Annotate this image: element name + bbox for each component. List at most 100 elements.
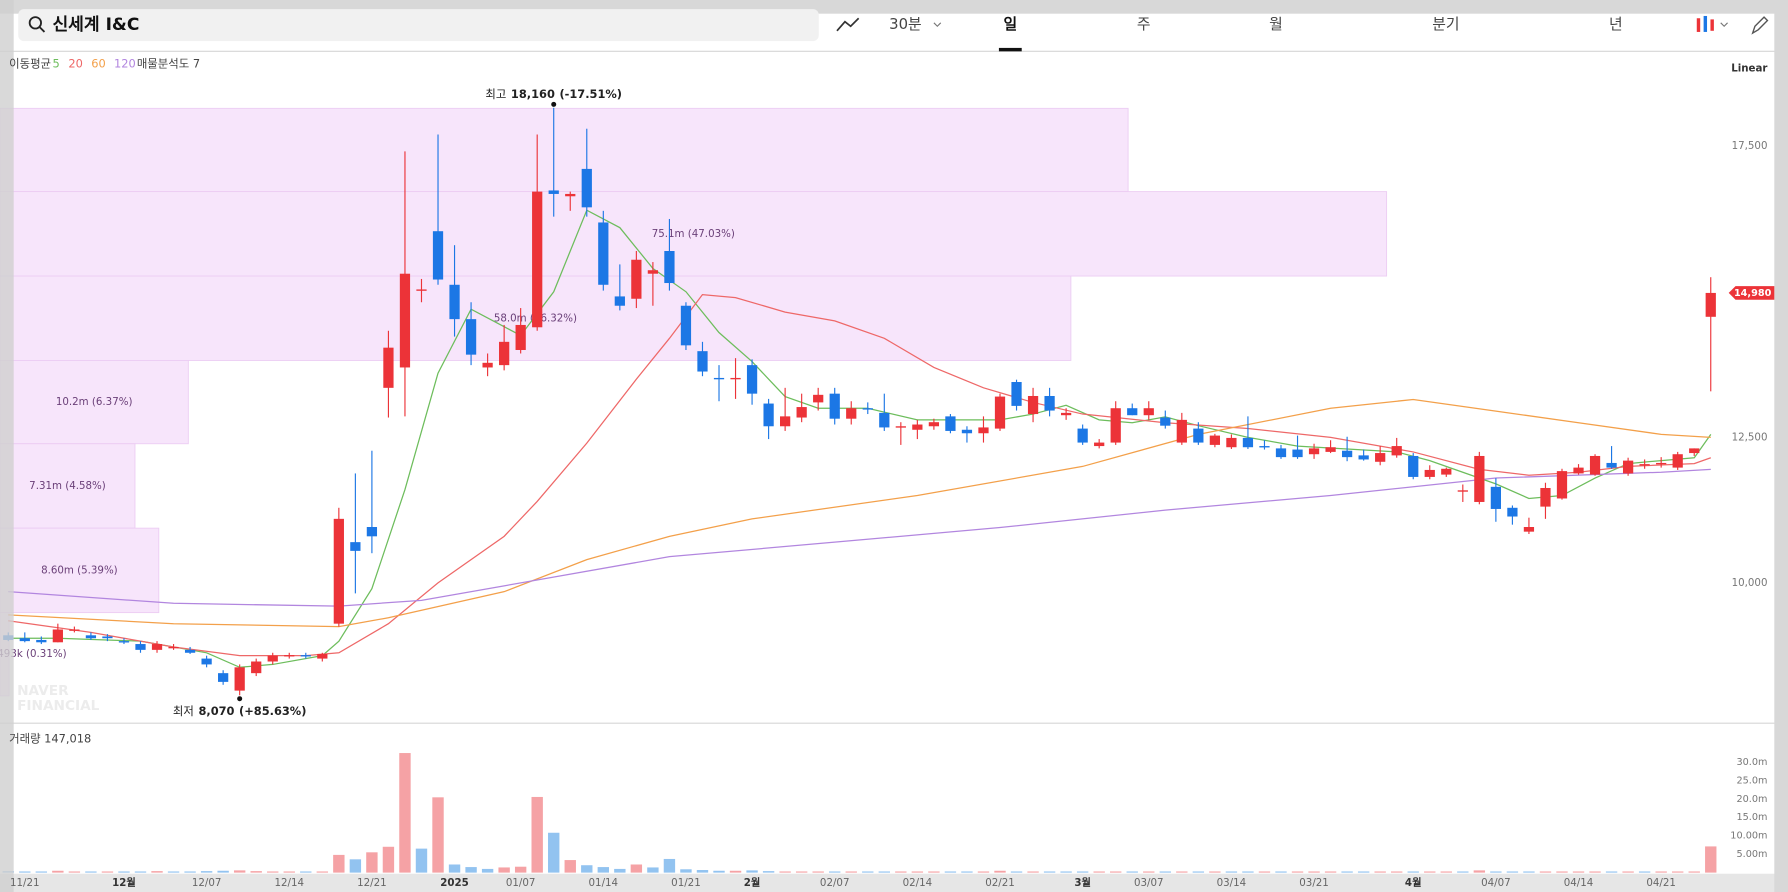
- volume-bar: [729, 870, 742, 873]
- dropdown-chevron[interactable]: [933, 22, 942, 28]
- volume-bar: [564, 860, 576, 873]
- period-tab[interactable]: 월: [1269, 16, 1283, 33]
- volume-bar: [448, 864, 461, 873]
- annotation-change: (+85.63%): [239, 704, 306, 718]
- legend-entry: 60: [91, 56, 105, 70]
- legend-entry: 120: [114, 56, 136, 70]
- candle-body: [499, 341, 510, 366]
- x-tick-label: 3월: [1074, 876, 1091, 889]
- scale-toggle[interactable]: Linear: [1731, 62, 1768, 74]
- indicator-icon[interactable]: [836, 17, 860, 32]
- volume-bar: [779, 871, 791, 873]
- candle-body: [19, 638, 30, 642]
- candle-body: [763, 403, 774, 427]
- volume-bar: [1622, 871, 1634, 873]
- x-tick-label: 01/21: [671, 877, 701, 889]
- volume-bar: [333, 854, 345, 873]
- candle-body: [664, 251, 675, 284]
- annotation-change: (-17.51%): [559, 87, 622, 101]
- period-tab[interactable]: 주: [1137, 16, 1151, 33]
- profile-band: [0, 107, 1129, 193]
- candle-body: [1523, 527, 1535, 532]
- candle-body: [961, 429, 973, 434]
- candle-body: [465, 319, 477, 355]
- volume-tick-label: 25.0m: [1736, 775, 1767, 786]
- candle-body: [251, 661, 262, 674]
- volume-tick-label: 5.00m: [1736, 849, 1767, 860]
- volume-bar: [1440, 871, 1452, 873]
- volume-bar: [1341, 871, 1353, 873]
- candle-body: [1226, 437, 1237, 448]
- profile-legend-label[interactable]: 매물분석도 7: [137, 56, 200, 70]
- candle-body: [1672, 454, 1683, 468]
- period-tab[interactable]: 년: [1609, 16, 1623, 33]
- profile-label: 493k (0.31%): [0, 648, 67, 660]
- extreme-dot: [237, 696, 243, 702]
- volume-bar: [647, 867, 659, 873]
- x-tick-label: 2025: [440, 877, 469, 889]
- candle-body: [862, 408, 873, 410]
- period-tab[interactable]: 분기: [1432, 16, 1459, 33]
- candle-body: [1094, 442, 1105, 447]
- volume-bar: [614, 868, 626, 873]
- volume-bar: [1043, 871, 1056, 873]
- annotation-kind: 최고: [485, 87, 506, 101]
- candle-body: [1209, 435, 1221, 445]
- candle-body: [813, 394, 824, 403]
- x-tick-label: 4월: [1405, 876, 1422, 889]
- volume-bar: [1258, 871, 1271, 873]
- volume-bar: [944, 871, 957, 873]
- volume-bar: [1374, 871, 1386, 873]
- profile-band: [0, 443, 136, 529]
- candle-body: [300, 655, 311, 657]
- volume-bar: [663, 858, 676, 873]
- legend-entry: 5: [52, 56, 59, 70]
- search-box[interactable]: [18, 9, 819, 42]
- profile-band: [0, 527, 160, 614]
- volume-bar: [217, 870, 229, 873]
- volume-bar: [928, 871, 940, 873]
- candle-body: [399, 273, 411, 368]
- candle-body: [416, 289, 427, 291]
- volume-bar: [746, 870, 758, 873]
- volume-bar: [68, 871, 81, 873]
- candle-body: [1556, 471, 1568, 499]
- search-text[interactable]: 신세계 I&C: [52, 15, 139, 35]
- price-tag: [1728, 286, 1775, 300]
- volume-bar: [1391, 871, 1403, 873]
- volume-bar: [1159, 871, 1171, 873]
- candle-body: [1573, 467, 1584, 474]
- x-tick-label: 2월: [744, 876, 761, 889]
- volume-bar: [1506, 871, 1519, 873]
- volume-bar: [1242, 871, 1254, 873]
- candle-body: [581, 168, 592, 208]
- icon-candle: [1696, 18, 1701, 32]
- period-tab[interactable]: 일: [1003, 16, 1017, 33]
- candle-body: [1622, 460, 1634, 474]
- candle-body: [945, 416, 956, 431]
- y-tick-label: 12,500: [1732, 431, 1768, 443]
- volume-tick-label: 15.0m: [1736, 812, 1767, 823]
- candle-body: [1143, 408, 1154, 416]
- candle-body: [532, 191, 543, 328]
- ma-line: [8, 293, 1712, 657]
- period-tab[interactable]: 30분: [889, 16, 921, 33]
- candle-body: [1705, 292, 1716, 317]
- profile-label: 75.1m (47.03%): [652, 228, 735, 240]
- candle-body: [135, 644, 146, 650]
- draw-icon[interactable]: [1751, 16, 1769, 35]
- frame-right: [1774, 0, 1788, 892]
- candle-body: [1044, 395, 1055, 411]
- annotation-value: 18,160: [511, 87, 555, 101]
- extreme-dot: [551, 101, 557, 107]
- price-tag-label: 14,980: [1734, 288, 1772, 299]
- volume-bar: [1275, 871, 1287, 873]
- chart-type-icon[interactable]: [1696, 15, 1728, 32]
- candle-body: [234, 667, 245, 691]
- ma-legend-label: 이동평균: [9, 56, 51, 70]
- candle-body: [350, 542, 361, 551]
- candle-body: [1507, 507, 1518, 517]
- search-icon: [28, 16, 42, 30]
- volume-bar: [300, 871, 312, 873]
- volume-bar: [1705, 846, 1717, 873]
